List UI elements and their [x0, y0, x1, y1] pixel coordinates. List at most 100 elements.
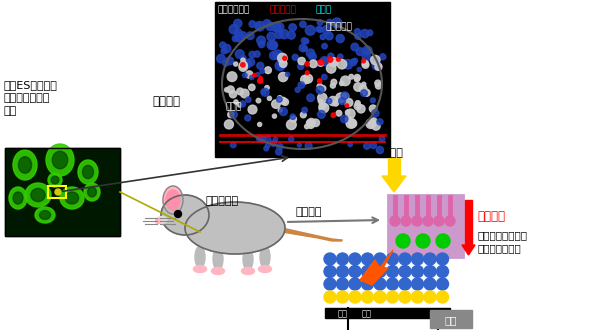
Circle shape	[359, 85, 367, 93]
Circle shape	[242, 59, 251, 68]
Circle shape	[265, 85, 269, 90]
Circle shape	[301, 38, 307, 44]
Circle shape	[380, 54, 386, 60]
Bar	[325, 308, 450, 318]
Circle shape	[249, 51, 256, 58]
Circle shape	[228, 112, 234, 118]
Circle shape	[318, 59, 324, 65]
Circle shape	[302, 107, 307, 113]
Circle shape	[247, 32, 254, 40]
Circle shape	[221, 48, 227, 54]
Polygon shape	[382, 176, 406, 192]
Circle shape	[412, 291, 424, 303]
Ellipse shape	[84, 183, 100, 201]
Text: ホスト網膜: ホスト網膜	[325, 22, 352, 31]
Text: から反応を記録: から反応を記録	[477, 243, 521, 253]
Text: 移植: 移植	[3, 106, 16, 116]
Ellipse shape	[19, 157, 32, 173]
Circle shape	[346, 109, 355, 118]
Circle shape	[280, 60, 287, 67]
Circle shape	[227, 86, 234, 93]
Ellipse shape	[51, 176, 59, 184]
Circle shape	[361, 278, 373, 290]
Circle shape	[266, 22, 274, 31]
Circle shape	[242, 73, 247, 78]
Circle shape	[277, 97, 282, 102]
Circle shape	[155, 218, 161, 223]
Circle shape	[268, 96, 272, 100]
Circle shape	[309, 53, 316, 60]
Ellipse shape	[243, 248, 253, 270]
Circle shape	[424, 278, 436, 290]
Circle shape	[261, 88, 269, 96]
Circle shape	[436, 234, 450, 248]
Circle shape	[336, 93, 346, 103]
Ellipse shape	[9, 187, 27, 209]
Circle shape	[290, 116, 296, 122]
Circle shape	[412, 266, 424, 278]
Ellipse shape	[161, 195, 209, 235]
Polygon shape	[360, 250, 393, 285]
Circle shape	[310, 60, 317, 68]
Circle shape	[286, 72, 290, 77]
Ellipse shape	[35, 207, 55, 223]
Circle shape	[324, 266, 336, 278]
Circle shape	[234, 19, 242, 27]
Circle shape	[265, 144, 270, 148]
Circle shape	[245, 97, 251, 102]
Circle shape	[341, 92, 349, 99]
Circle shape	[217, 54, 225, 63]
Bar	[48, 186, 66, 198]
Circle shape	[260, 69, 265, 74]
Circle shape	[371, 55, 380, 65]
Circle shape	[257, 122, 262, 126]
Circle shape	[357, 105, 365, 113]
Circle shape	[362, 82, 366, 86]
Circle shape	[399, 266, 411, 278]
Ellipse shape	[213, 248, 223, 270]
Circle shape	[322, 74, 327, 80]
Text: 成熟確認: 成熟確認	[152, 95, 180, 108]
Circle shape	[370, 105, 377, 112]
Circle shape	[354, 103, 361, 110]
Circle shape	[371, 118, 377, 123]
Circle shape	[283, 56, 287, 60]
Circle shape	[319, 103, 329, 113]
Ellipse shape	[193, 266, 206, 273]
Ellipse shape	[163, 186, 183, 214]
Circle shape	[220, 42, 226, 48]
Circle shape	[367, 30, 373, 36]
Circle shape	[374, 266, 386, 278]
Circle shape	[319, 102, 326, 109]
Circle shape	[238, 103, 242, 107]
Circle shape	[241, 55, 246, 61]
Circle shape	[362, 61, 369, 68]
Circle shape	[282, 99, 289, 105]
Circle shape	[337, 278, 349, 290]
Circle shape	[361, 253, 373, 265]
Circle shape	[326, 19, 332, 25]
Ellipse shape	[13, 192, 23, 204]
Circle shape	[424, 291, 436, 303]
Circle shape	[278, 108, 282, 112]
Circle shape	[301, 75, 310, 84]
Circle shape	[307, 121, 314, 128]
Circle shape	[239, 61, 247, 69]
Circle shape	[377, 119, 383, 125]
Ellipse shape	[166, 190, 180, 210]
Circle shape	[349, 253, 361, 265]
Circle shape	[230, 142, 236, 148]
Circle shape	[328, 96, 338, 106]
Circle shape	[340, 81, 344, 85]
Circle shape	[235, 29, 242, 36]
Circle shape	[305, 124, 309, 129]
Circle shape	[304, 74, 313, 83]
Circle shape	[274, 22, 284, 32]
Circle shape	[319, 62, 323, 66]
Circle shape	[223, 60, 229, 66]
Text: 記録: 記録	[445, 315, 457, 325]
Circle shape	[248, 84, 255, 90]
Circle shape	[271, 140, 277, 147]
Circle shape	[379, 136, 385, 142]
Circle shape	[355, 33, 361, 39]
